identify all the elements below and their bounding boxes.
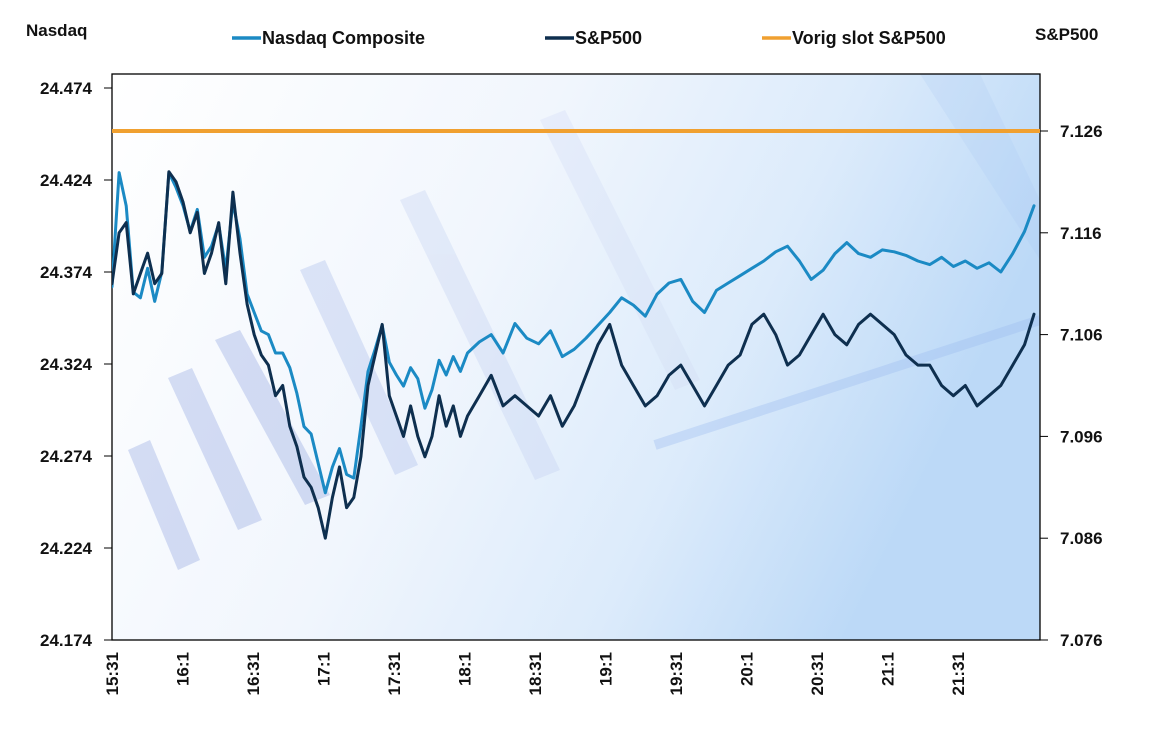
x-axis-tick-label: 19:1 — [597, 652, 616, 686]
left-axis-tick-label: 24.374 — [40, 263, 93, 282]
background-decoration — [128, 74, 1040, 570]
legend-item-nasdaq-composite: Nasdaq Composite — [232, 28, 425, 48]
legend-label-sp500: S&P500 — [575, 28, 642, 48]
right-axis: 7.126 7.116 7.106 7.096 7.086 7.076 — [1040, 122, 1103, 650]
right-axis-tick-label: 7.076 — [1060, 631, 1103, 650]
x-axis-tick-label: 15:31 — [103, 652, 122, 695]
left-axis: 24.474 24.424 24.374 24.324 24.274 24.224 24.1… — [40, 79, 112, 650]
series-layer — [112, 129, 1040, 540]
x-axis-tick-label: 18:1 — [456, 652, 475, 686]
legend-label-vorig-slot: Vorig slot S&P500 — [792, 28, 946, 48]
x-axis-tick-label: 16:1 — [174, 652, 193, 686]
left-axis-title: Nasdaq — [26, 21, 87, 40]
left-axis-tick-label: 24.324 — [40, 355, 93, 374]
plot-frame — [111, 73, 1041, 641]
right-axis-tick-label: 7.126 — [1060, 122, 1103, 141]
left-axis-tick-label: 24.174 — [40, 631, 93, 650]
x-axis-tick-label: 21:1 — [879, 652, 898, 686]
x-axis-tick-label: 19:31 — [667, 652, 686, 695]
x-axis-tick-label: 16:31 — [244, 652, 263, 695]
right-axis-tick-label: 7.116 — [1060, 224, 1102, 243]
legend: Nasdaq Composite S&P500 Vorig slot S&P50… — [232, 28, 946, 48]
right-axis-tick-label: 7.086 — [1060, 529, 1103, 548]
x-axis-tick-label: 21:31 — [949, 652, 968, 695]
plot-area — [112, 74, 1040, 640]
x-axis-tick-label: 20:31 — [808, 652, 827, 695]
x-axis: 15:31 16:1 16:31 17:1 17:31 18:1 18:31 19:1 19:3… — [103, 652, 968, 695]
legend-item-vorig-slot: Vorig slot S&P500 — [762, 28, 946, 48]
x-axis-tick-label: 20:1 — [738, 652, 757, 686]
x-axis-tick-label: 17:1 — [315, 652, 334, 686]
left-axis-tick-label: 24.224 — [40, 539, 93, 558]
series-line-s-p500 — [112, 170, 1036, 540]
left-axis-tick-label: 24.474 — [40, 79, 93, 98]
right-axis-tick-label: 7.096 — [1060, 427, 1103, 446]
x-axis-tick-label: 17:31 — [385, 652, 404, 695]
legend-label-nasdaq-composite: Nasdaq Composite — [262, 28, 425, 48]
x-axis-tick-label: 18:31 — [526, 652, 545, 695]
right-axis-tick-label: 7.106 — [1060, 326, 1103, 345]
legend-item-sp500: S&P500 — [545, 28, 642, 48]
left-axis-tick-label: 24.424 — [40, 171, 93, 190]
right-axis-title: S&P500 — [1035, 25, 1098, 44]
left-axis-tick-label: 24.274 — [40, 447, 93, 466]
